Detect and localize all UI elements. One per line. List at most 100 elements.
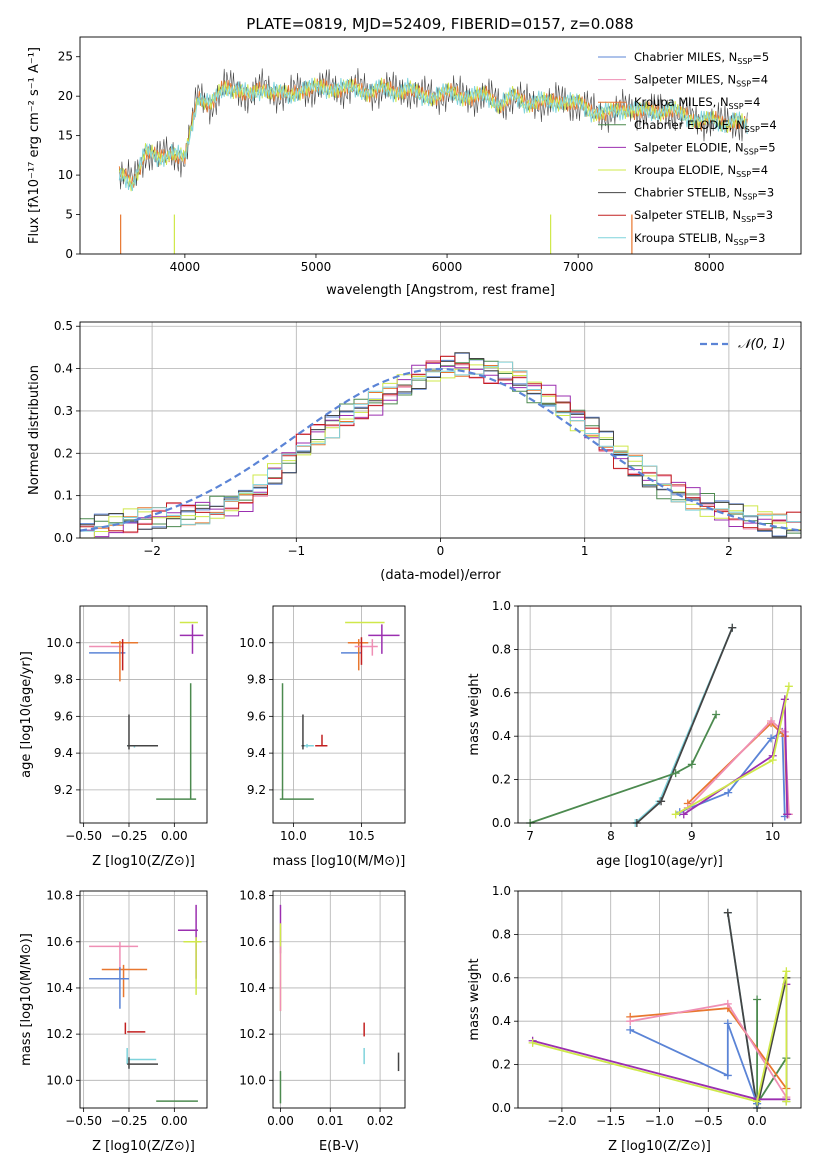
x-tick-label: 6000 (432, 260, 463, 274)
x-tick-label: 2 (725, 544, 733, 558)
y-tick-label: 0.0 (492, 1101, 511, 1115)
legend-label: Salpeter MILES, NSSP=4 (634, 73, 768, 89)
weight-marker (724, 788, 733, 797)
y-tick-label: 10.0 (239, 636, 266, 650)
axes-frame (272, 890, 406, 1109)
panel-mass-weight-vs-z: −2.0 −1.5 −1.0 −0.5 0.0 0.0 0.2 0.4 0.6 0.8 1.0 Z [… (467, 884, 802, 1154)
panel-age-vs-z: −0.50 −0.25 0.00 9.2 9.4 9.6 9.8 10.0 Z [log10(Z… (19, 605, 208, 869)
y-tick-label: 9.2 (54, 783, 73, 797)
axes-frame (79, 890, 208, 1109)
legend-label: 𝒩(0, 1) (738, 337, 785, 352)
y-tick-label: 9.2 (247, 783, 266, 797)
y-tick-label: 9.4 (247, 746, 266, 760)
weight-marker (679, 810, 688, 819)
weight-marker (626, 1025, 635, 1034)
weight-marker (723, 908, 732, 917)
weight-marker (784, 682, 793, 691)
figure-title: PLATE=0819, MJD=52409, FIBERID=0157, z=0… (246, 15, 633, 33)
legend-label: Chabrier ELODIE, NSSP=4 (634, 118, 777, 134)
legend-label: Chabrier MILES, NSSP=5 (634, 50, 769, 66)
legend-label: Salpeter STELIB, NSSP=3 (634, 208, 773, 224)
y-tick-label: 0.8 (492, 642, 511, 656)
x-axis-label: (data-model)/error (380, 568, 501, 583)
weight-line (636, 627, 734, 824)
axes-frame (272, 605, 406, 824)
axes-frame (79, 605, 208, 824)
axes-frame (79, 321, 802, 539)
y-tick-label: 0.5 (54, 319, 73, 333)
x-tick-label: −0.25 (111, 1114, 148, 1128)
x-tick-label: 0.02 (367, 1114, 394, 1128)
x-tick-label: −0.50 (65, 829, 102, 843)
x-tick-label: 0.00 (161, 1114, 188, 1128)
x-axis-label: E(B-V) (319, 1139, 359, 1154)
y-tick-label: 10.4 (46, 981, 73, 995)
y-tick-label: 10.8 (239, 889, 266, 903)
weight-marker (723, 1019, 732, 1028)
x-tick-label: 10.5 (348, 829, 375, 843)
x-tick-label: 7000 (563, 260, 594, 274)
y-tick-label: 0.1 (54, 489, 73, 503)
x-tick-label: −1 (287, 544, 305, 558)
x-axis-label: age [log10(age/yr)] (596, 854, 723, 869)
panel-residual-histograms: −2 −1 0 1 2 0.0 0.1 0.2 0.3 0.4 0.5 (data-model)/er… (27, 319, 802, 583)
y-tick-label: 0.3 (54, 404, 73, 418)
weight-line (532, 971, 788, 1103)
x-tick-label: 0.00 (161, 829, 188, 843)
y-tick-label: 10.8 (46, 889, 73, 903)
weight-line (675, 686, 790, 816)
x-tick-label: 10.0 (280, 829, 307, 843)
x-tick-label: −1.0 (645, 1114, 674, 1128)
y-tick-label: 0 (65, 247, 73, 261)
y-axis-label: mass [log10(M/M⊙)] (19, 933, 34, 1066)
legend-label: Kroupa MILES, NSSP=4 (634, 95, 760, 111)
x-axis-label: Z [log10(Z/Z⊙)] (92, 854, 195, 869)
y-tick-label: 10.2 (46, 1027, 73, 1041)
weight-line (634, 627, 734, 824)
x-tick-label: 0.00 (267, 1114, 294, 1128)
y-axis-label: mass weight (467, 673, 482, 755)
y-tick-label: 1.0 (492, 599, 511, 613)
weight-marker (767, 717, 776, 726)
y-tick-label: 0.2 (54, 446, 73, 460)
y-tick-label: 0.0 (54, 531, 73, 545)
x-tick-label: 9 (688, 829, 696, 843)
x-tick-label: 8 (607, 829, 615, 843)
y-tick-label: 25 (58, 50, 73, 64)
y-tick-label: 10.4 (239, 981, 266, 995)
y-tick-label: 10 (58, 168, 73, 182)
x-tick-label: 4000 (170, 260, 201, 274)
legend: Chabrier MILES, NSSP=5 Salpeter MILES, NS… (598, 50, 777, 247)
weight-marker (767, 734, 776, 743)
y-tick-label: 10.2 (239, 1027, 266, 1041)
weight-marker (687, 760, 696, 769)
y-tick-label: 10.6 (239, 935, 266, 949)
x-tick-label: 1 (581, 544, 589, 558)
y-tick-label: 1.0 (492, 884, 511, 898)
y-tick-label: 0.4 (492, 729, 511, 743)
x-tick-label: −0.25 (111, 829, 148, 843)
y-tick-label: 0.6 (492, 971, 511, 985)
weight-marker (671, 769, 680, 778)
x-tick-label: 8000 (694, 260, 725, 274)
y-tick-label: 5 (65, 208, 73, 222)
y-tick-label: 9.6 (247, 709, 266, 723)
y-tick-label: 10.0 (239, 1073, 266, 1087)
y-tick-label: 0.2 (492, 773, 511, 787)
weight-marker (723, 999, 732, 1008)
x-tick-label: 0 (437, 544, 445, 558)
weight-marker (753, 995, 762, 1004)
weight-marker (712, 710, 721, 719)
x-axis-label: wavelength [Angstrom, rest frame] (326, 283, 555, 298)
y-tick-label: 20 (58, 89, 73, 103)
y-tick-label: 10.0 (46, 1073, 73, 1087)
y-tick-label: 0.6 (492, 686, 511, 700)
panel-mass-weight-vs-age: 7 8 9 10 0.0 0.2 0.4 0.6 0.8 1.0 age [log10(age/yr… (467, 599, 802, 869)
histogram-series (80, 355, 801, 533)
weight-marker (753, 1097, 762, 1106)
axes-frame (517, 605, 802, 824)
x-tick-label: 7 (526, 829, 534, 843)
y-axis-label: Flux [fλ10⁻¹⁷ erg cm⁻² s⁻¹ A⁻¹] (27, 47, 42, 244)
weight-marker (728, 623, 737, 632)
